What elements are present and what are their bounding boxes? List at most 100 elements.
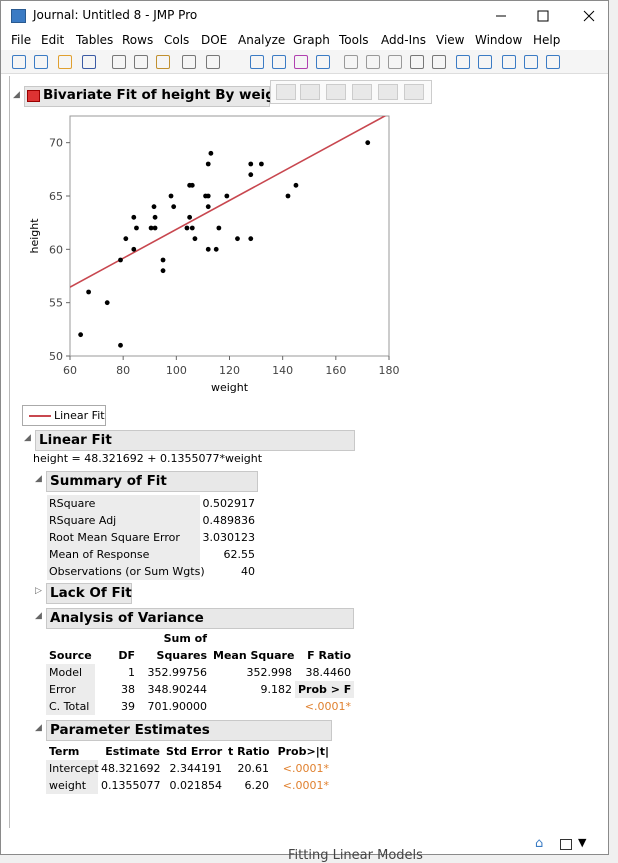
fit-line — [70, 116, 387, 288]
stat-value: 40 — [241, 565, 255, 578]
toolbar-button[interactable] — [206, 55, 220, 69]
toolbar-button[interactable] — [478, 55, 492, 69]
disclosure[interactable]: ◢ — [35, 723, 42, 733]
toolbar-button[interactable] — [344, 55, 358, 69]
menu-item[interactable]: Tables — [76, 33, 114, 47]
x-tick-label: 140 — [272, 364, 293, 377]
x-tick-label: 180 — [379, 364, 400, 377]
point — [208, 150, 214, 156]
menu-item[interactable]: Help — [533, 33, 561, 47]
disclosure[interactable]: ▷ — [35, 586, 42, 596]
point — [285, 193, 291, 199]
section-header[interactable]: Parameter Estimates — [46, 720, 332, 741]
point — [118, 342, 123, 348]
toolbar-button[interactable] — [134, 55, 148, 69]
point — [248, 172, 254, 178]
x-tick-label: 160 — [325, 364, 346, 377]
app-icon — [11, 9, 26, 23]
menu-item[interactable]: View — [436, 33, 465, 47]
x-axis-label: weight — [211, 381, 249, 394]
menu-item[interactable]: Cols — [164, 33, 190, 47]
toolbar-button[interactable] — [388, 55, 402, 69]
legend-label: Linear Fit — [54, 409, 105, 422]
home-button[interactable]: ⌂ — [535, 836, 544, 851]
toolbar-button[interactable] — [272, 55, 286, 69]
stat-value: 0.502917 — [202, 497, 256, 510]
toolbar-button[interactable] — [112, 55, 126, 69]
maximize[interactable] — [537, 10, 549, 22]
menu-item[interactable]: File — [11, 33, 32, 47]
menu-item[interactable]: Graph — [293, 33, 330, 47]
point — [248, 161, 254, 167]
menu-item[interactable]: Window — [475, 33, 523, 47]
legend-line — [29, 415, 51, 417]
table-cell: 39 — [121, 700, 135, 713]
toolbar-button[interactable] — [456, 55, 470, 69]
point — [151, 204, 157, 210]
point — [248, 236, 254, 242]
menu-item[interactable]: Edit — [41, 33, 65, 47]
x-tick-label: 60 — [63, 364, 77, 377]
table-cell: 701.90000 — [147, 700, 208, 713]
point — [205, 193, 211, 199]
disclosure[interactable]: ◢ — [35, 611, 42, 621]
table-cell: 1 — [128, 666, 135, 679]
toolbar-button[interactable] — [182, 55, 196, 69]
window-controls[interactable] — [480, 0, 608, 32]
menu-item[interactable]: DOE — [201, 33, 228, 47]
table-cell: Prob > F — [295, 681, 354, 698]
table-cell: 352.998 — [246, 666, 293, 679]
toolbar-button[interactable] — [546, 55, 560, 69]
y-tick-label: 55 — [49, 297, 63, 310]
graph-tool[interactable] — [326, 84, 346, 100]
table-cell: Intercept — [46, 760, 99, 777]
disclosure[interactable]: ◢ — [24, 433, 31, 443]
graph-tool[interactable] — [300, 84, 320, 100]
close[interactable] — [583, 10, 595, 22]
dropdown[interactable]: ▼ — [578, 836, 587, 849]
chart: 60 80 100 120 140 160 180 50 55 60 65 70 weight heigh… — [28, 115, 400, 394]
stat-label: RSquare Adj — [47, 512, 200, 529]
column-header: t Ratio — [228, 745, 270, 758]
toolbar-button[interactable] — [366, 55, 380, 69]
table-cell: 352.99756 — [147, 666, 208, 679]
graph-tool[interactable] — [276, 84, 296, 100]
disclosure[interactable]: ◢ — [13, 90, 20, 100]
graph-tool[interactable] — [378, 84, 398, 100]
table-cell: 38 — [121, 683, 135, 696]
section-header[interactable]: Linear Fit — [35, 430, 355, 451]
toolbar-button[interactable] — [410, 55, 424, 69]
section-header[interactable]: Lack Of Fit — [46, 583, 132, 604]
toolbar-button[interactable] — [502, 55, 516, 69]
window-button[interactable] — [560, 839, 572, 850]
toolbar-button[interactable] — [250, 55, 264, 69]
point — [205, 204, 211, 210]
toolbar-button[interactable] — [316, 55, 330, 69]
section-header[interactable]: Summary of Fit — [46, 471, 258, 492]
menu-item[interactable]: Tools — [339, 33, 369, 47]
graph-tool[interactable] — [352, 84, 372, 100]
menu-item[interactable]: Analyze — [238, 33, 286, 47]
table-cell: 0.1355077 — [101, 779, 161, 792]
red-triangle-menu[interactable] — [27, 90, 40, 102]
toolbar-button[interactable] — [156, 55, 170, 69]
toolbar-button[interactable] — [12, 55, 26, 69]
background-text: Fitting Linear Models — [288, 848, 423, 863]
point — [205, 246, 211, 252]
point — [78, 332, 84, 338]
table-cell: <.0001* — [282, 779, 329, 792]
toolbar-button[interactable] — [524, 55, 538, 69]
toolbar-button[interactable] — [82, 55, 96, 69]
toolbar-button[interactable] — [294, 55, 308, 69]
point — [293, 182, 299, 188]
section-header[interactable]: Analysis of Variance — [46, 608, 354, 629]
toolbar-button[interactable] — [34, 55, 48, 69]
menu-item[interactable]: Rows — [122, 33, 154, 47]
toolbar-button[interactable] — [58, 55, 72, 69]
toolbar-button[interactable] — [432, 55, 446, 69]
graph-tool[interactable] — [404, 84, 424, 100]
point — [216, 225, 222, 231]
disclosure[interactable]: ◢ — [35, 474, 42, 484]
report-header[interactable] — [24, 86, 270, 107]
menu-item[interactable]: Add-Ins — [381, 33, 426, 47]
